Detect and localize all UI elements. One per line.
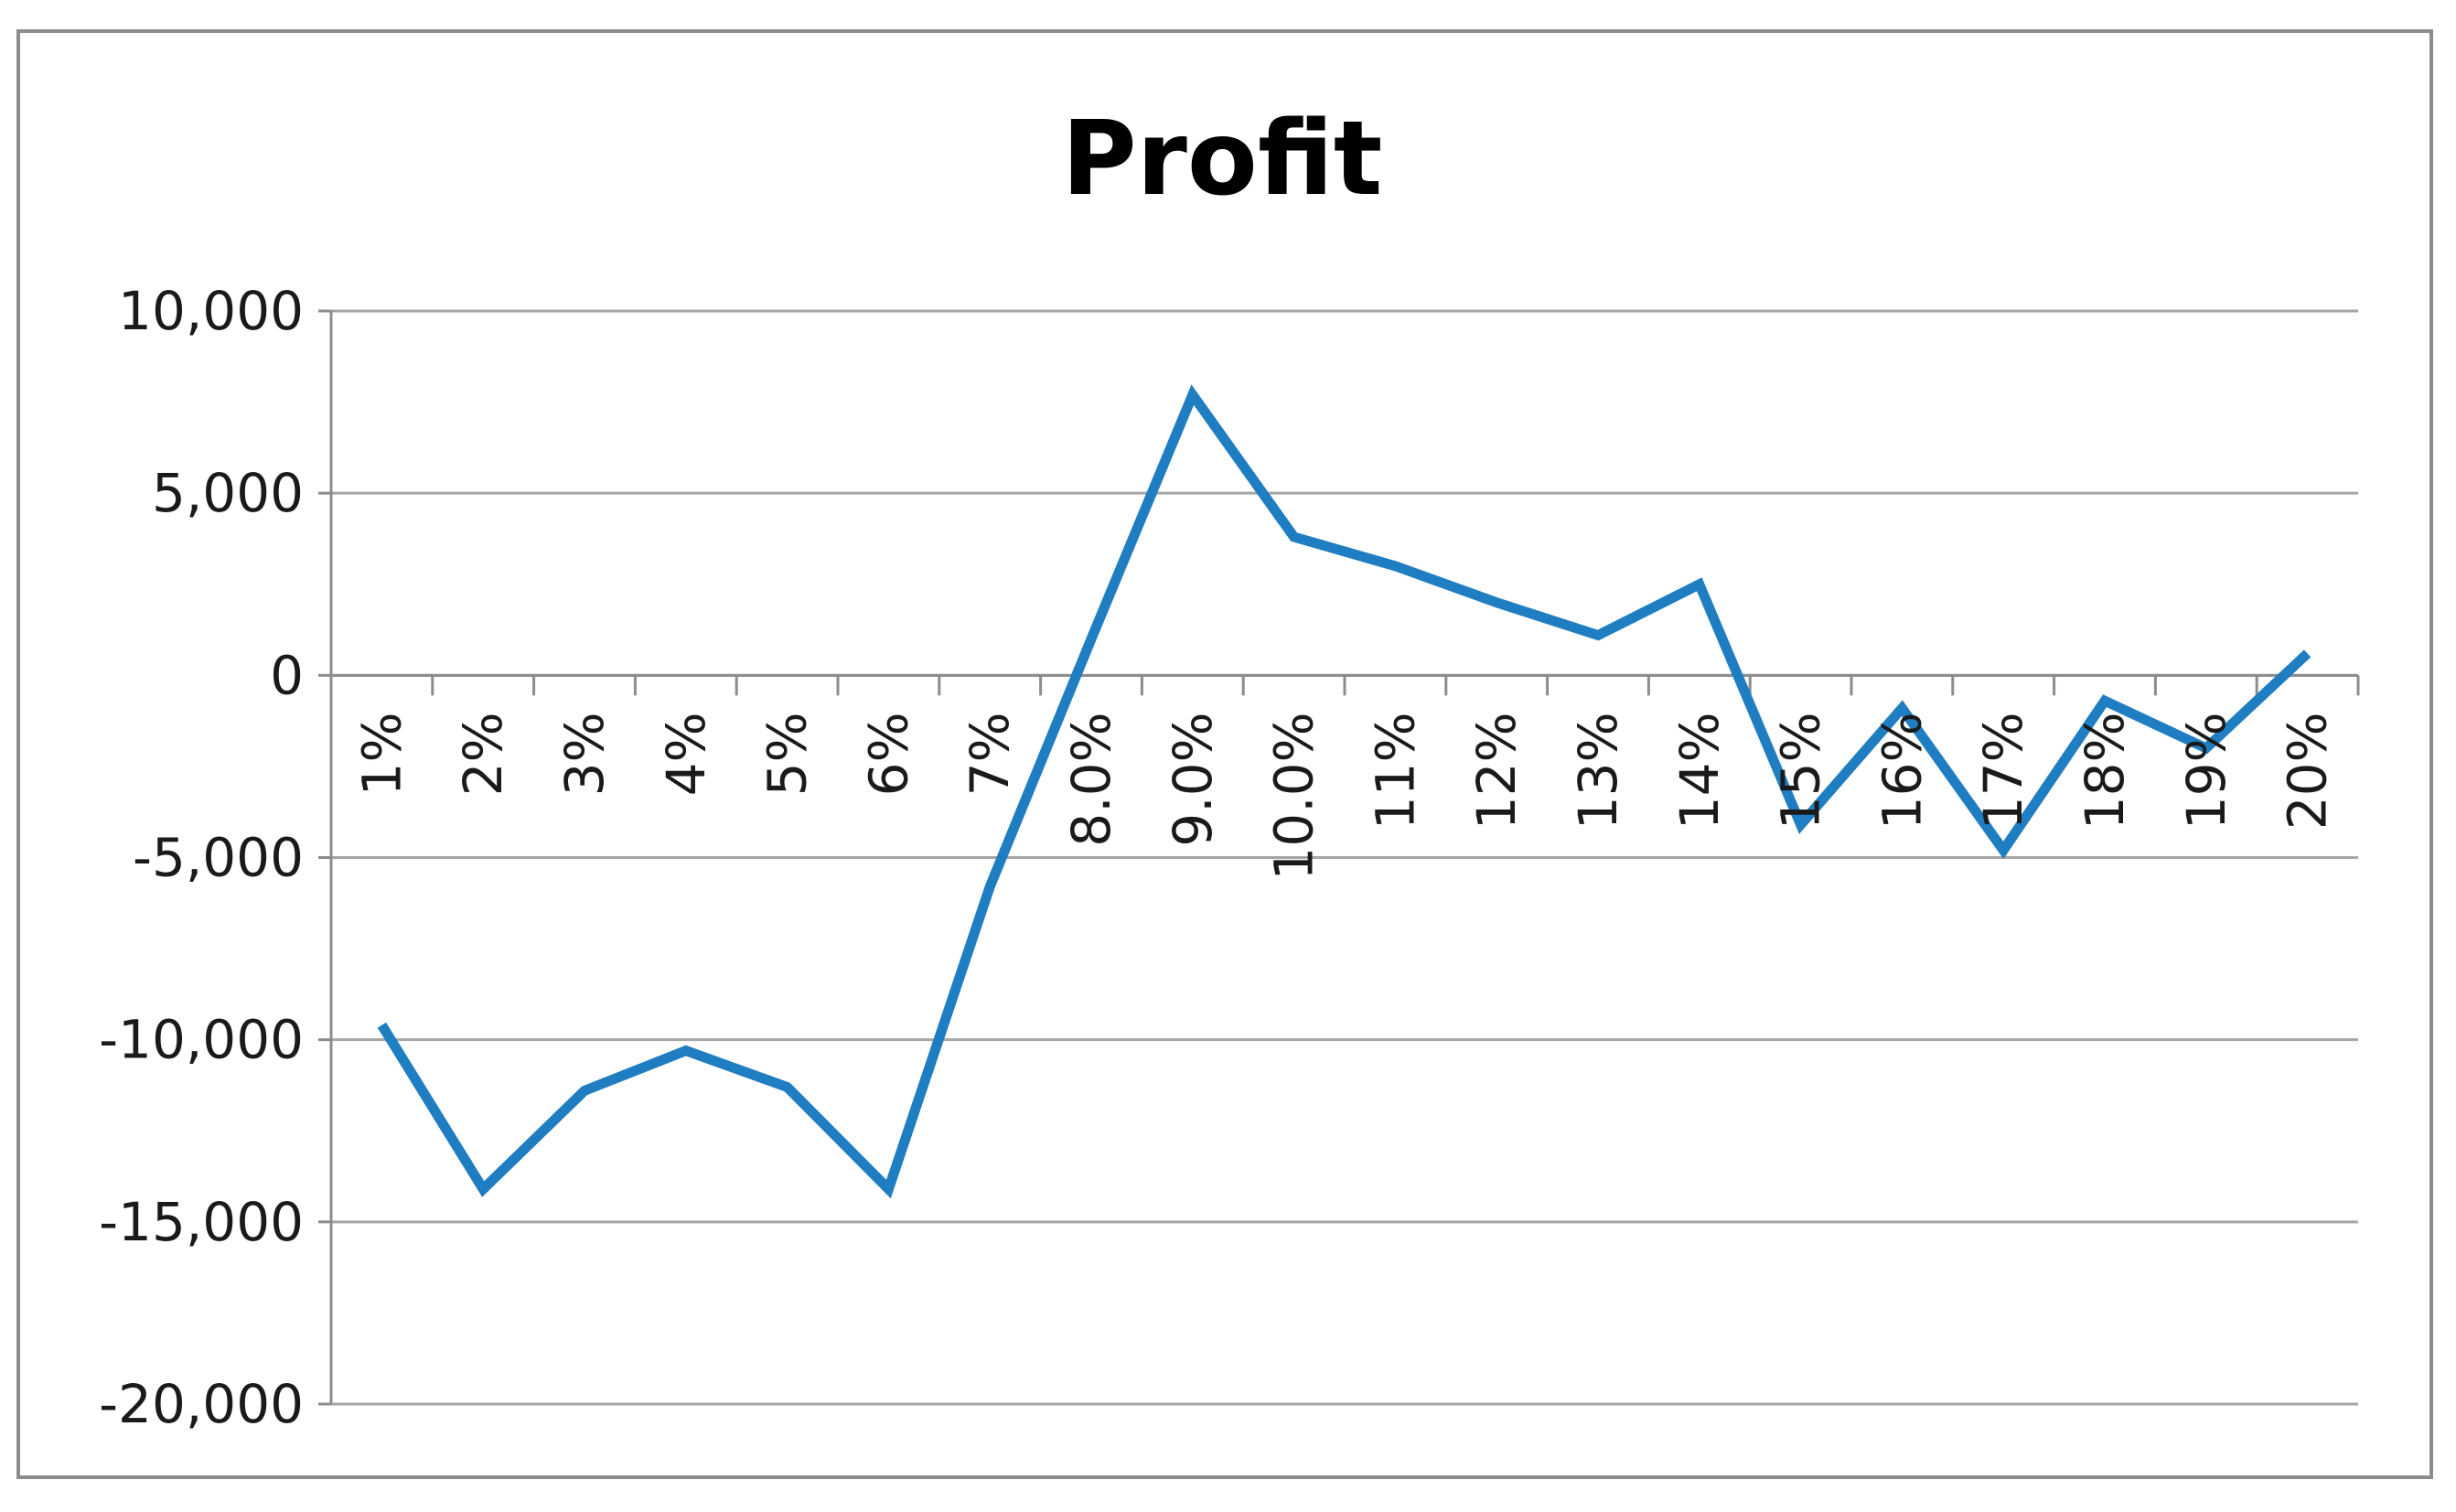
y-tick-label: -15,000 xyxy=(99,1191,304,1253)
x-tick-label: 10.0% xyxy=(1263,712,1325,880)
y-tick-label: 10,000 xyxy=(118,280,304,342)
chart-title: Profit xyxy=(1062,100,1383,219)
y-tick-label: 5,000 xyxy=(152,462,304,524)
y-tick-label: -20,000 xyxy=(99,1373,304,1435)
series-layer xyxy=(377,384,2311,1199)
axes xyxy=(318,309,2360,1406)
y-axis-tick-labels: 10,000 5,000 0 -5,000 -10,000 -15,000 -20,000 xyxy=(99,280,304,1435)
x-tick-label: 12% xyxy=(1465,712,1528,830)
x-tick-label: 13% xyxy=(1567,712,1629,830)
x-tick-label: 6% xyxy=(857,712,919,796)
chart-frame xyxy=(16,29,2433,1479)
x-tick-label: 4% xyxy=(655,712,717,796)
x-tick-label: 16% xyxy=(1871,712,1933,830)
gridlines xyxy=(331,309,2358,1406)
x-tick-label: 15% xyxy=(1770,712,1832,830)
x-tick-label: 5% xyxy=(756,712,819,796)
x-tick-label: 2% xyxy=(452,712,514,796)
x-tick-label: 19% xyxy=(2175,712,2237,830)
series-line xyxy=(377,384,2311,1199)
y-tick-label: -10,000 xyxy=(99,1009,304,1071)
x-tick-label: 11% xyxy=(1364,712,1426,830)
x-tick-label: 14% xyxy=(1668,712,1731,830)
x-tick-label: 18% xyxy=(2074,712,2136,830)
x-tick-label: 8.0% xyxy=(1060,712,1122,846)
x-tick-label: 3% xyxy=(553,712,616,796)
x-axis-tick-labels: 1% 2% 3% 4% 5% 6% 7% 8.0% 9.0% 10.0% 11% 12% 13% 14% 1… xyxy=(350,712,2338,880)
y-tick-label: 0 xyxy=(270,644,304,706)
x-tick-label: 9.0% xyxy=(1162,712,1224,846)
x-tick-label: 7% xyxy=(959,712,1021,796)
x-tick-label: 20% xyxy=(2277,712,2339,830)
y-tick-label: -5,000 xyxy=(133,827,304,889)
x-tick-label: 1% xyxy=(350,712,413,796)
x-tick-label: 17% xyxy=(1972,712,2034,830)
